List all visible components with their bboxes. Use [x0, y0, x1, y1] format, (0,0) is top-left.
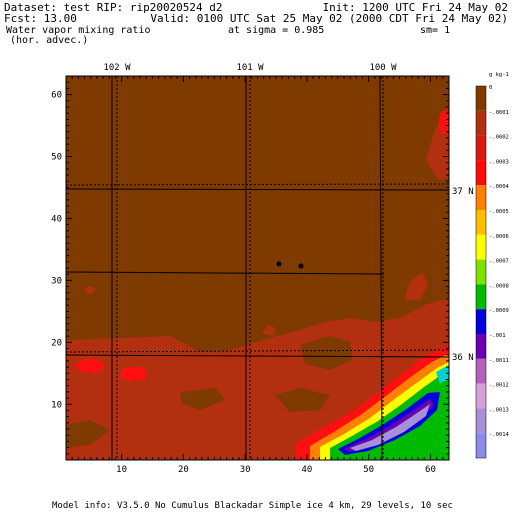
x-tick-label: 60: [425, 465, 436, 475]
lon-label-100: 100 W: [369, 63, 397, 73]
colorbar: 0 -.0001 -.0002 -.0003 -.0004 -.0005 -.0006 -.0…: [475, 72, 510, 459]
brown-pocket-2: [66, 420, 110, 448]
y-tick-label: 20: [51, 338, 62, 348]
header-field: Water vapor mixing ratio: [6, 25, 151, 36]
header-sigma: at sigma = 0.985: [228, 25, 324, 36]
colorbar-unit: g kg-1: [489, 72, 509, 78]
bright-red-spot-ne: [439, 110, 449, 134]
colorbar-swatch: [476, 135, 486, 161]
colorbar-label: -.0006: [489, 234, 509, 240]
x-tick-label: 40: [301, 465, 312, 475]
state-line-1: [65, 188, 450, 191]
plume-purple: [344, 399, 434, 452]
colorbar-swatch: [476, 284, 486, 310]
colorbar-label: -.0014: [489, 432, 510, 438]
x-tick-label: 20: [178, 465, 189, 475]
x-tick-label: 50: [363, 465, 374, 475]
header-field-sub: (hor. advec.): [10, 35, 88, 46]
red-patch-west: [85, 286, 95, 294]
colorbar-swatch: [476, 408, 486, 434]
colorbar-swatch: [476, 110, 486, 136]
header-dataset: Dataset: test RIP: rip20020524 d2: [4, 1, 223, 14]
y-tick-label: 50: [51, 153, 62, 163]
colorbar-label: -.0004: [489, 184, 510, 190]
lon-label-101: 101 W: [236, 63, 264, 73]
colorbar-label: -.0012: [489, 383, 509, 389]
colorbar-swatch: [476, 433, 486, 458]
axis-ticks: 10 20 30 40 50 60 10 20 30 40 50 60: [51, 75, 450, 475]
colorbar-label: -.0009: [489, 308, 509, 314]
y-tick-label: 60: [51, 91, 62, 101]
colorbar-label: -.0013: [489, 407, 509, 413]
colorbar-label: -.001: [489, 333, 506, 339]
colorbar-swatch: [476, 334, 486, 359]
x-tick-label: 30: [240, 465, 251, 475]
colorbar-label: -.0005: [489, 209, 509, 215]
brown-pocket-4: [275, 388, 330, 412]
y-tick-label: 40: [51, 214, 62, 224]
colorbar-swatch: [476, 234, 486, 260]
map-boundaries: [65, 75, 450, 461]
colorbar-swatch: [476, 185, 486, 210]
lat-label-37: 37 N: [452, 187, 474, 197]
y-tick-label: 30: [51, 276, 62, 286]
colorbar-swatch: [476, 383, 486, 409]
colorbar-label: -.0002: [489, 135, 509, 141]
red-patch-east: [404, 272, 428, 300]
footer-model-info: Model info: V3.5.0 No Cumulus Blackadar …: [52, 501, 453, 511]
bright-red-spot-1: [76, 359, 104, 373]
plume-green: [330, 370, 449, 460]
header-sm: sm= 1: [420, 25, 450, 36]
colorbar-label: -.0003: [489, 159, 509, 165]
colorbar-swatch: [476, 86, 486, 111]
plume-blue: [338, 392, 440, 455]
plume-cyan-edge: [436, 365, 449, 384]
colorbar-label: -.0001: [489, 110, 509, 116]
colorbar-swatch: [476, 358, 486, 384]
colorbar-swatch: [476, 210, 486, 235]
station-dot-1: [276, 261, 282, 267]
colorbar-label: 0: [489, 85, 492, 91]
plume-lavender: [350, 404, 430, 451]
brown-pocket-1: [300, 336, 352, 370]
colorbar-frame: [475, 85, 487, 459]
colorbar-swatch: [476, 259, 486, 285]
lat-label-36: 36 N: [452, 353, 474, 363]
colorbar-label: -.0008: [489, 283, 509, 289]
header-fcst: Fcst: 13.00: [4, 12, 77, 25]
colorbar-swatch: [476, 160, 486, 186]
bright-red-spot-2: [120, 367, 148, 381]
red-patch-small: [262, 325, 276, 336]
station-dot-2: [298, 263, 304, 269]
x-tick-label: 10: [116, 465, 127, 475]
lon-label-102: 102 W: [103, 63, 131, 73]
header-valid: Valid: 0100 UTC Sat 25 May 02 (2000 CDT …: [150, 12, 508, 25]
colorbar-label: -.0007: [489, 259, 509, 265]
colorbar-swatch: [476, 309, 486, 334]
header-init: Init: 1200 UTC Fri 24 May 02: [323, 1, 508, 14]
colorbar-label: -.0011: [489, 358, 509, 364]
county-line-c: [379, 75, 383, 461]
y-tick-label: 10: [51, 400, 62, 410]
contour-fields: [66, 105, 449, 460]
state-line-3: [65, 354, 450, 358]
state-line-2: [65, 271, 385, 275]
brown-pocket-3: [180, 388, 225, 410]
